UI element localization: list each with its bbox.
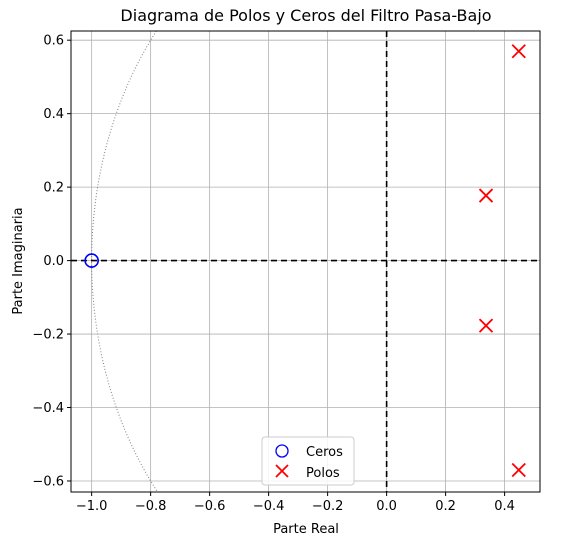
pole-marker bbox=[511, 44, 526, 59]
x-tick-label: −0.2 bbox=[312, 499, 344, 514]
x-tick-label: −0.8 bbox=[135, 499, 167, 514]
legend-pole-marker bbox=[275, 464, 289, 478]
y-tick-label: 0.0 bbox=[43, 254, 64, 269]
y-tick-label: −0.2 bbox=[32, 328, 64, 343]
x-tick-label: 0.4 bbox=[494, 499, 515, 514]
x-tick-label: −1.0 bbox=[76, 499, 108, 514]
zero-marker bbox=[84, 253, 99, 268]
legend-zero-label: Ceros bbox=[306, 445, 343, 460]
x-tick-label: −0.6 bbox=[194, 499, 226, 514]
x-axis-label: Parte Real bbox=[273, 522, 339, 537]
x-tick-label: 0.0 bbox=[376, 499, 397, 514]
legend-zero-marker bbox=[275, 444, 289, 458]
plot-frame bbox=[70, 30, 541, 493]
legend: Ceros Polos bbox=[261, 436, 355, 486]
y-tick-label: −0.4 bbox=[32, 401, 64, 416]
x-tick-label: 0.2 bbox=[435, 499, 456, 514]
x-tick-label: −0.4 bbox=[253, 499, 285, 514]
y-tick-label: 0.4 bbox=[43, 107, 64, 122]
legend-pole-label: Polos bbox=[306, 466, 340, 481]
y-tick-label: −0.6 bbox=[32, 474, 64, 489]
y-tick-label: 0.6 bbox=[43, 34, 64, 49]
x-axis-ticks: −1.0 −0.8 −0.6 −0.4 −0.2 0.0 0.2 0.4 bbox=[76, 492, 515, 514]
grid-lines bbox=[71, 31, 540, 492]
pole-marker bbox=[478, 318, 494, 333]
pole-marker bbox=[478, 188, 494, 203]
chart-title: Diagrama de Polos y Ceros del Filtro Pas… bbox=[120, 6, 491, 25]
axis-zero-lines bbox=[71, 31, 540, 492]
pole-marker bbox=[511, 462, 526, 478]
y-axis-label: Parte Imaginaria bbox=[11, 207, 26, 314]
y-axis-ticks: −0.6 −0.4 −0.2 0.0 0.2 0.4 0.6 bbox=[32, 34, 71, 489]
data-marks bbox=[84, 44, 526, 478]
y-tick-label: 0.2 bbox=[43, 181, 64, 196]
